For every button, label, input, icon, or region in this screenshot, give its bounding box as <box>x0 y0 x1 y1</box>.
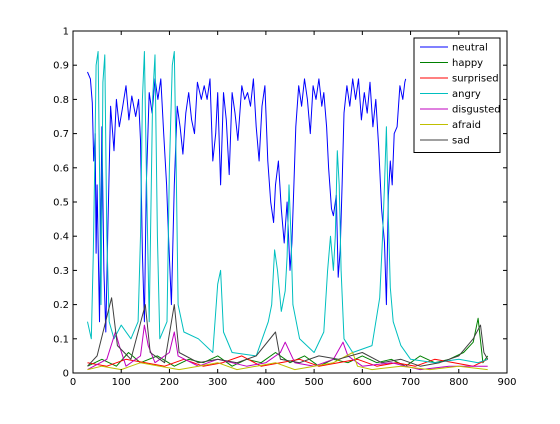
legend-label-angry: angry <box>452 89 481 100</box>
legend-label-sad: sad <box>452 136 470 147</box>
x-tick-label: 100 <box>112 377 131 388</box>
x-tick-label: 400 <box>256 377 275 388</box>
legend-label-surprised: surprised <box>452 74 499 85</box>
y-tick-label: 0.4 <box>53 232 69 243</box>
y-tick-label: 0.8 <box>53 95 69 106</box>
y-tick-label: 0.9 <box>53 61 69 72</box>
x-tick-label: 300 <box>208 377 227 388</box>
x-tick-label: 600 <box>353 377 372 388</box>
y-tick-label: 0.7 <box>53 129 69 140</box>
legend-label-neutral: neutral <box>452 43 488 54</box>
legend: neutral happy surprised angry disgusted afrai… <box>414 38 501 153</box>
x-tick-label: 900 <box>497 377 516 388</box>
legend-label-disgusted: disgusted <box>452 105 501 116</box>
x-tick-label: 200 <box>160 377 179 388</box>
y-tick-label: 0 <box>63 369 69 380</box>
y-tick-label: 0.1 <box>53 334 69 345</box>
x-tick-label: 800 <box>449 377 468 388</box>
x-tick-label: 0 <box>70 377 76 388</box>
legend-label-happy: happy <box>452 58 483 69</box>
legend-label-afraid: afraid <box>452 120 481 131</box>
y-tick-label: 0.3 <box>53 266 69 277</box>
y-tick-label: 0.2 <box>53 300 69 311</box>
y-tick-label: 1 <box>63 27 69 38</box>
x-tick-label: 500 <box>305 377 324 388</box>
x-tick-label: 700 <box>401 377 420 388</box>
y-tick-label: 0.5 <box>53 198 69 209</box>
y-tick-label: 0.6 <box>53 163 69 174</box>
